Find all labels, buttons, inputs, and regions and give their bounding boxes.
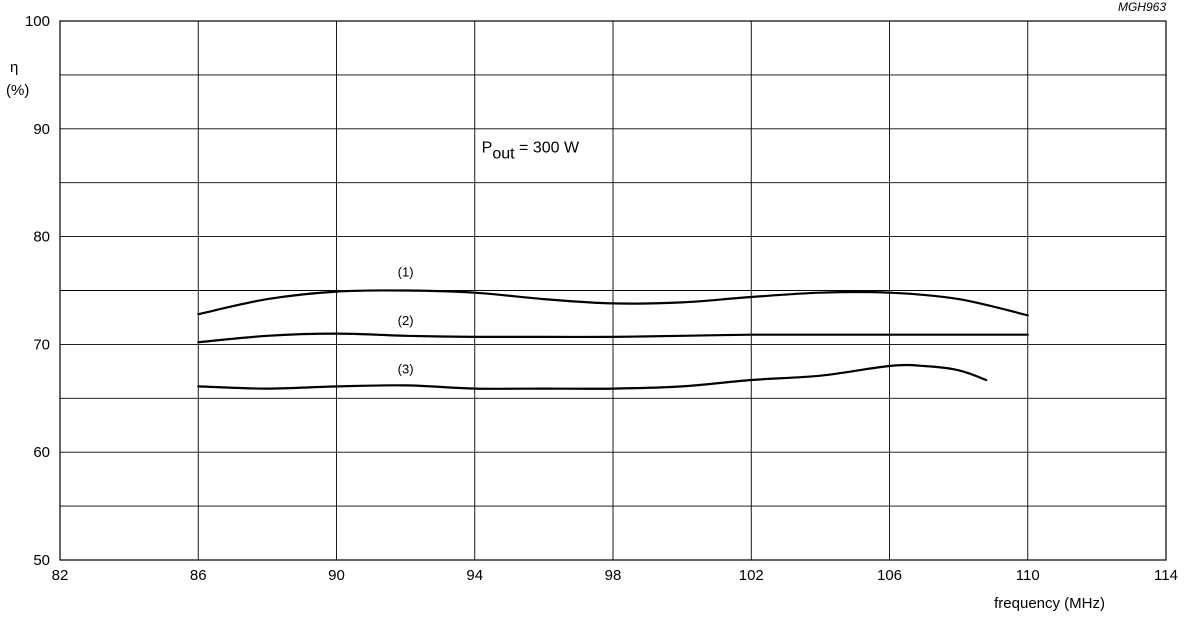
series-line-2 bbox=[197, 332, 1029, 344]
pout-value: = 300 W bbox=[515, 140, 580, 157]
series-line-1 bbox=[197, 289, 1029, 317]
x-tick-label: 98 bbox=[605, 567, 622, 584]
x-tick-label: 110 bbox=[1016, 567, 1040, 584]
series-line-3 bbox=[197, 363, 988, 390]
y-tick-label: 80 bbox=[33, 229, 50, 246]
series-label-3: (3) bbox=[398, 362, 414, 377]
series-label-2: (2) bbox=[398, 313, 414, 328]
plot-frame bbox=[59, 20, 1167, 561]
y-axis-symbol: η bbox=[10, 59, 18, 76]
x-tick-label: 82 bbox=[52, 567, 69, 584]
series-labels: (1) (2) (3) bbox=[398, 264, 414, 376]
x-tick-label: 106 bbox=[877, 567, 902, 584]
y-tick-label: 50 bbox=[33, 552, 50, 569]
y-tick-label: 90 bbox=[33, 121, 50, 138]
y-tick-label: 60 bbox=[33, 444, 50, 461]
series-group bbox=[197, 289, 1029, 390]
y-tick-label: 70 bbox=[33, 336, 50, 353]
pout-subscript: out bbox=[492, 146, 515, 163]
pout-base: P bbox=[482, 140, 493, 157]
y-axis-unit: (%) bbox=[6, 82, 29, 99]
x-tick-label: 114 bbox=[1154, 567, 1178, 584]
x-tick-label: 102 bbox=[739, 567, 764, 584]
x-tick-label: 86 bbox=[190, 567, 207, 584]
x-axis-label: frequency (MHz) bbox=[994, 595, 1105, 612]
grid bbox=[60, 21, 1166, 560]
x-tick-labels: 82 86 90 94 98 102 106 110 114 bbox=[52, 567, 1178, 584]
y-tick-label: 100 bbox=[25, 13, 50, 30]
x-tick-label: 90 bbox=[328, 567, 345, 584]
figure-code: MGH963 bbox=[1118, 0, 1166, 14]
y-tick-labels: 50 60 70 80 90 100 bbox=[25, 13, 50, 569]
series-label-1: (1) bbox=[398, 264, 414, 279]
pout-annotation: Pout = 300 W bbox=[482, 140, 580, 163]
x-tick-label: 94 bbox=[466, 567, 483, 584]
